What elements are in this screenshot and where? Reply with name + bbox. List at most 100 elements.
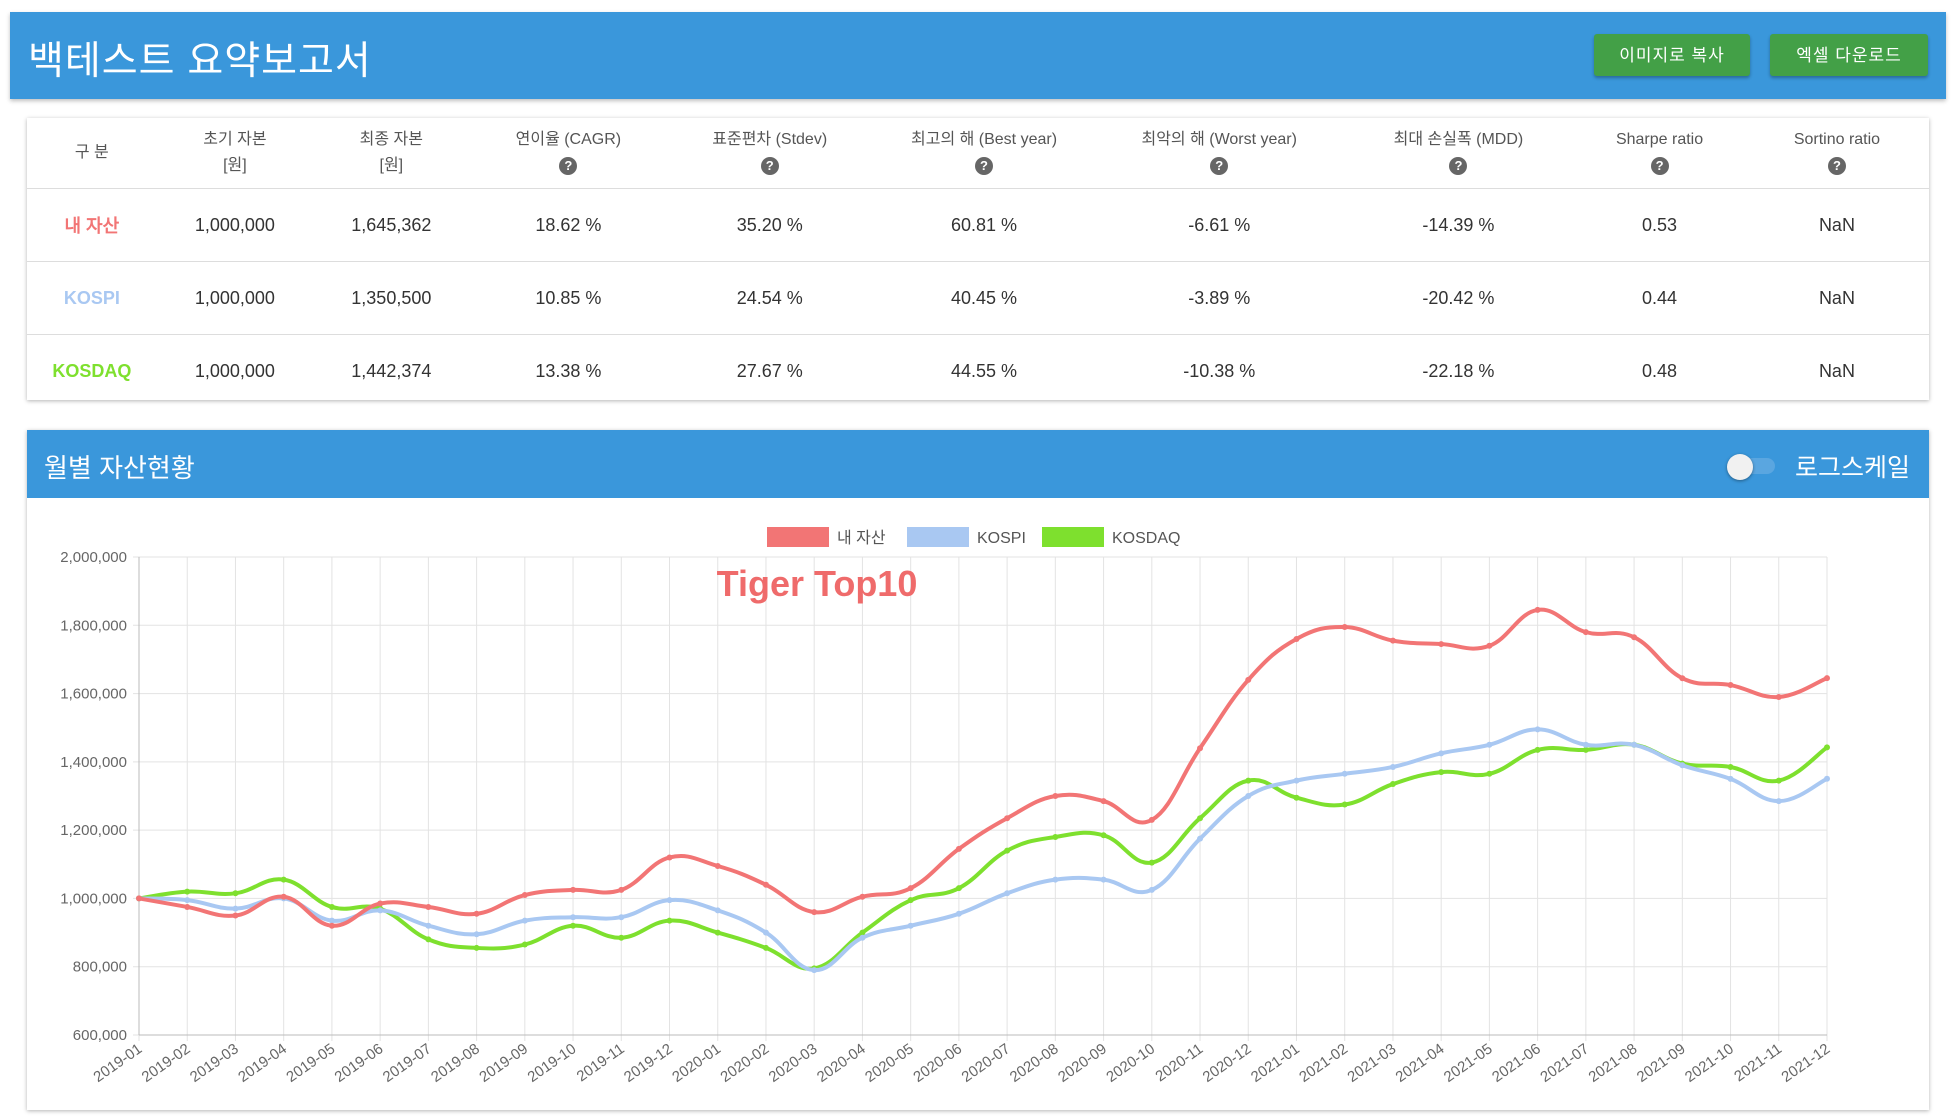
data-point[interactable] [1679,762,1686,769]
data-point[interactable] [521,941,528,948]
data-point[interactable] [1389,637,1396,644]
data-point[interactable] [666,917,673,924]
data-point[interactable] [1775,777,1782,784]
data-point[interactable] [521,892,528,899]
data-point[interactable] [1293,777,1300,784]
data-point[interactable] [1534,726,1541,733]
data-point[interactable] [907,885,914,892]
data-point[interactable] [521,917,528,924]
data-point[interactable] [280,876,287,883]
data-point[interactable] [1582,741,1589,748]
data-point[interactable] [1341,623,1348,630]
help-icon[interactable]: ? [760,157,779,175]
data-point[interactable] [328,922,335,929]
data-point[interactable] [328,917,335,924]
help-icon[interactable]: ? [975,157,994,175]
data-point[interactable] [955,885,962,892]
data-point[interactable] [1486,770,1493,777]
data-point[interactable] [473,944,480,951]
toggle-knob[interactable] [1727,454,1753,480]
data-point[interactable] [1389,763,1396,770]
data-point[interactable] [907,897,914,904]
data-point[interactable] [714,929,721,936]
data-point[interactable] [1148,816,1155,823]
excel-download-button[interactable]: 엑셀 다운로드 [1770,34,1928,76]
data-point[interactable] [1004,890,1011,897]
data-point[interactable] [184,897,191,904]
data-point[interactable] [859,893,866,900]
data-point[interactable] [666,897,673,904]
data-point[interactable] [1148,859,1155,866]
log-scale-toggle[interactable] [1727,454,1779,480]
data-point[interactable] [377,907,384,914]
data-point[interactable] [907,922,914,929]
data-point[interactable] [1438,769,1445,776]
help-icon[interactable]: ? [1449,157,1468,175]
data-point[interactable] [1486,642,1493,649]
data-point[interactable] [1197,745,1204,752]
data-point[interactable] [1293,635,1300,642]
data-point[interactable] [762,944,769,951]
help-icon[interactable]: ? [559,157,578,175]
data-point[interactable] [1245,793,1252,799]
data-point[interactable] [1341,770,1348,777]
data-point[interactable] [232,905,239,912]
data-point[interactable] [1197,835,1204,842]
data-point[interactable] [1197,815,1204,822]
data-point[interactable] [425,903,432,910]
data-point[interactable] [184,903,191,910]
data-point[interactable] [1245,676,1252,683]
data-point[interactable] [1100,798,1107,805]
data-point[interactable] [1245,777,1252,784]
data-point[interactable] [1824,744,1830,751]
data-point[interactable] [377,900,384,907]
data-point[interactable] [1438,750,1445,757]
help-icon[interactable]: ? [1650,157,1669,175]
data-point[interactable] [1534,746,1541,753]
data-point[interactable] [762,881,769,888]
data-point[interactable] [1486,741,1493,748]
data-point[interactable] [1389,781,1396,788]
data-point[interactable] [425,936,432,943]
data-point[interactable] [1824,675,1830,682]
data-point[interactable] [1052,793,1059,799]
data-point[interactable] [425,922,432,929]
data-point[interactable] [232,890,239,897]
help-icon[interactable]: ? [1210,157,1229,175]
data-point[interactable] [232,912,239,919]
data-point[interactable] [473,910,480,917]
data-point[interactable] [859,929,866,936]
data-point[interactable] [328,903,335,910]
data-point[interactable] [1100,876,1107,883]
data-point[interactable] [473,931,480,938]
data-point[interactable] [762,929,769,936]
data-point[interactable] [1631,741,1638,748]
data-point[interactable] [618,886,625,893]
data-point[interactable] [618,934,625,941]
data-point[interactable] [1052,833,1059,840]
data-point[interactable] [570,922,577,929]
data-point[interactable] [280,893,287,900]
data-point[interactable] [1052,876,1059,883]
data-point[interactable] [1293,794,1300,801]
data-point[interactable] [811,909,818,916]
data-point[interactable] [136,895,142,902]
data-point[interactable] [184,888,191,895]
data-point[interactable] [1341,801,1348,808]
data-point[interactable] [859,934,866,941]
data-point[interactable] [1631,634,1638,641]
data-point[interactable] [1727,775,1734,782]
data-point[interactable] [1775,693,1782,700]
data-point[interactable] [1582,746,1589,753]
help-icon[interactable]: ? [1827,157,1846,175]
copy-image-button[interactable]: 이미지로 복사 [1594,34,1750,76]
data-point[interactable] [1100,832,1107,839]
data-point[interactable] [955,845,962,852]
data-point[interactable] [618,914,625,921]
data-point[interactable] [1824,775,1830,782]
data-point[interactable] [666,854,673,861]
data-point[interactable] [1679,675,1686,682]
data-point[interactable] [1534,606,1541,613]
data-point[interactable] [1727,763,1734,770]
data-point[interactable] [570,886,577,893]
